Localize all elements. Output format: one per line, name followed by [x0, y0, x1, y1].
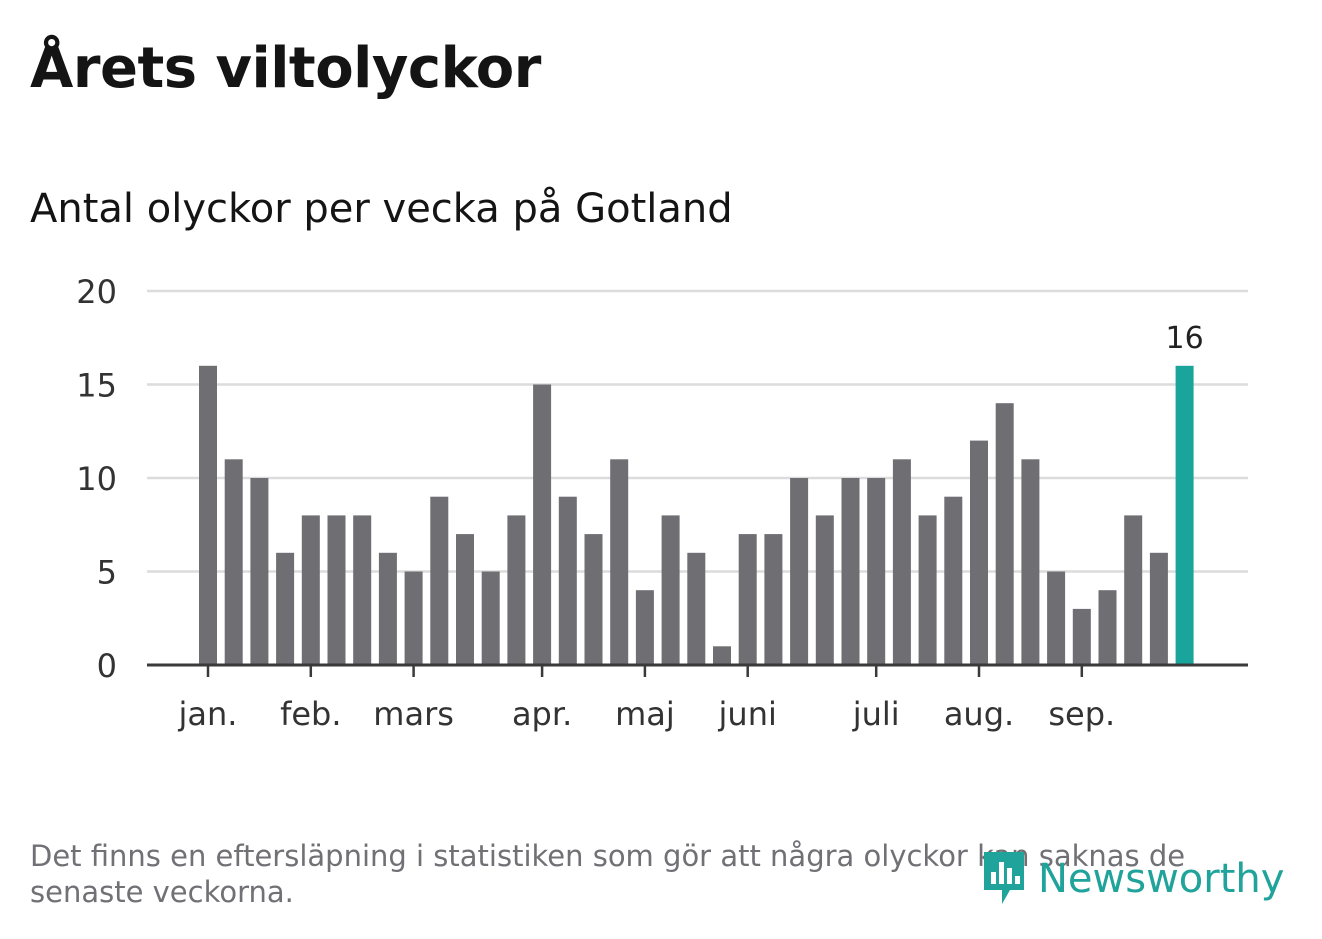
bar: [841, 478, 860, 665]
x-tick-label: juli: [852, 695, 900, 733]
bar: [1124, 515, 1143, 665]
chart-title: Årets viltolyckor: [30, 36, 541, 101]
bar: [1098, 590, 1117, 665]
bar: [533, 384, 552, 665]
bar: [1021, 459, 1040, 665]
bar: [610, 459, 629, 665]
bar: [713, 646, 731, 665]
bar: [481, 571, 500, 665]
bar: [584, 534, 603, 665]
bar: [995, 403, 1014, 665]
x-tick-label: feb.: [280, 695, 341, 733]
newsworthy-logo-icon: [984, 852, 1024, 904]
chart-subtitle: Antal olyckor per vecka på Gotland: [30, 186, 733, 232]
y-tick-label: 10: [76, 460, 117, 498]
x-tick-label: sep.: [1048, 695, 1115, 733]
y-tick-label: 15: [76, 367, 117, 405]
y-tick-label: 0: [97, 647, 117, 685]
brand-logo: Newsworthy: [980, 848, 1284, 910]
bar: [790, 478, 809, 665]
bar: [687, 552, 706, 665]
bar: [378, 552, 397, 665]
brand-name: Newsworthy: [1038, 856, 1285, 902]
bar: [199, 365, 217, 665]
bar: [918, 515, 937, 665]
bar: [250, 478, 269, 665]
bar: [456, 534, 474, 665]
bar: [1072, 608, 1091, 665]
x-tick-label: jan.: [178, 695, 238, 733]
x-tick-label: juni: [718, 695, 777, 733]
bar: [507, 515, 526, 665]
bar: [327, 515, 346, 665]
x-tick-label: aug.: [944, 695, 1014, 733]
bar: [404, 571, 423, 665]
bar: [276, 552, 295, 665]
bar: [867, 478, 886, 665]
bar: [635, 590, 654, 665]
bar: [1149, 552, 1168, 665]
bar: [353, 515, 372, 665]
bar: [661, 515, 680, 665]
bar: [944, 496, 963, 665]
bar: [430, 496, 449, 665]
data-label: 16: [1166, 321, 1204, 356]
y-tick-label: 20: [76, 273, 117, 311]
bar: [738, 534, 757, 665]
bar: [224, 459, 243, 665]
bar: [764, 534, 783, 665]
bar: [301, 515, 320, 665]
x-tick-label: maj: [615, 695, 675, 733]
y-tick-label: 5: [97, 554, 117, 592]
bar: [815, 515, 834, 665]
x-tick-label: apr.: [512, 695, 572, 733]
bar: [558, 496, 577, 665]
bar: [1047, 571, 1066, 665]
bar: [892, 459, 911, 665]
bar: [970, 440, 988, 665]
x-tick-label: mars: [373, 695, 454, 733]
highlight-bar: [1175, 365, 1194, 665]
